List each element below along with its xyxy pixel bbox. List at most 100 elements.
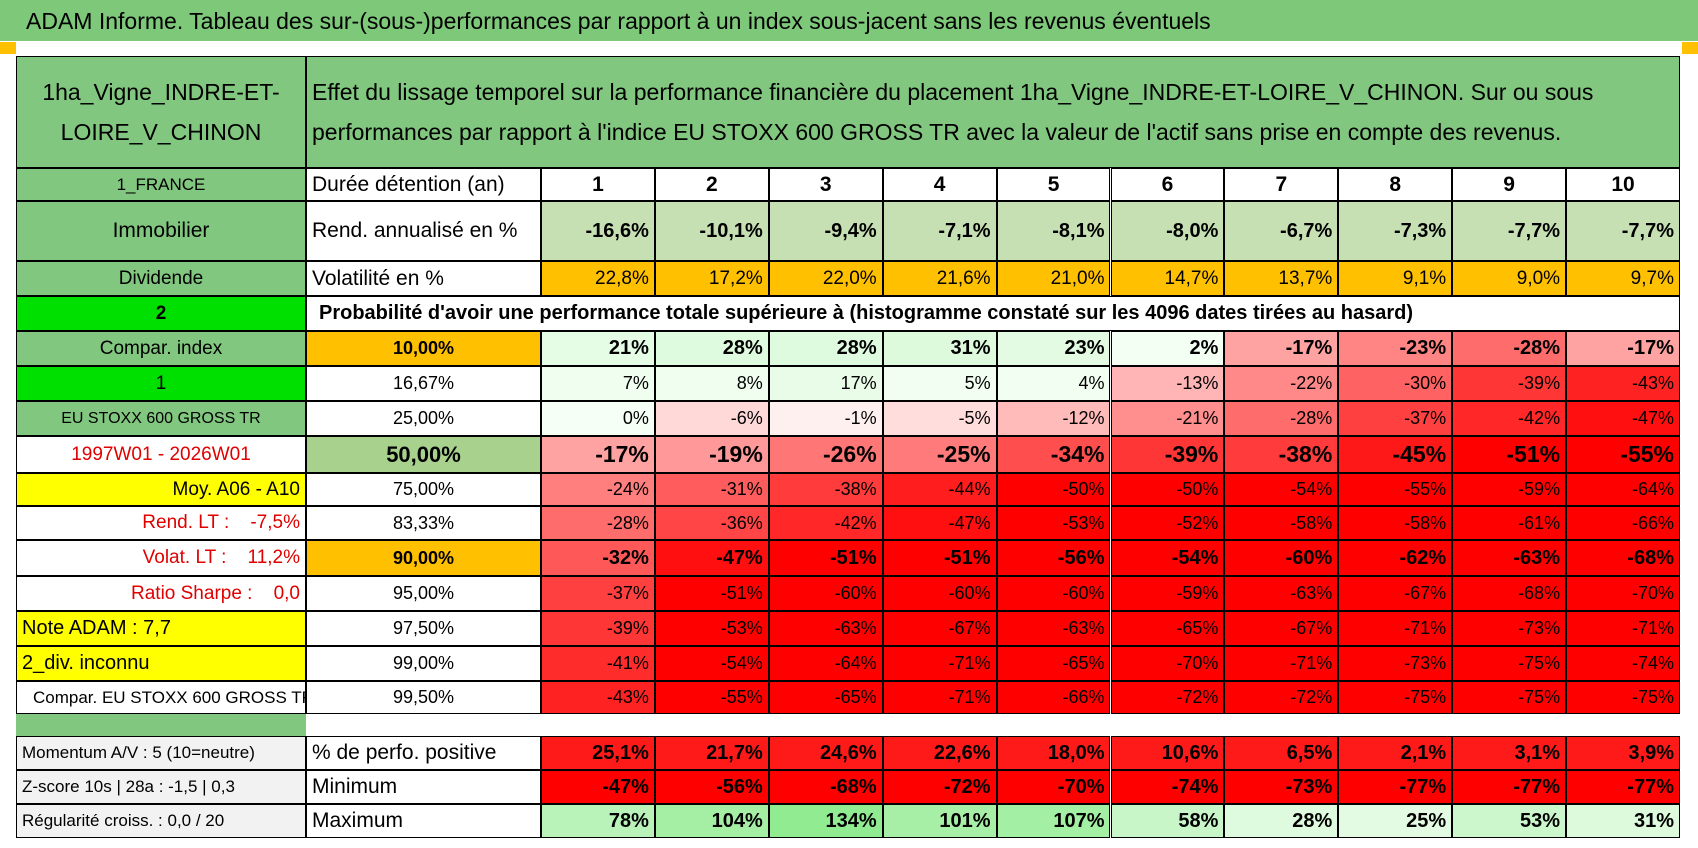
- value-cell: -30%: [1338, 366, 1453, 401]
- row-label: 16,67%: [306, 366, 541, 401]
- value-cell: -66%: [1566, 506, 1680, 540]
- row-left: Ratio Sharpe : 0,0: [16, 576, 306, 611]
- value-cell: -75%: [1452, 681, 1567, 714]
- value-cell: -55%: [1338, 473, 1453, 506]
- value-cell: 9,0%: [1452, 261, 1567, 296]
- value-cell: 21,6%: [882, 261, 997, 296]
- summary-cell: -73%: [1224, 770, 1339, 804]
- row-left: Compar. EU STOXX 600 GROSS TR: [16, 681, 306, 714]
- row-left: Immobilier: [16, 201, 306, 261]
- value-cell: 4: [882, 168, 997, 201]
- summary-cell: 10,6%: [1110, 736, 1225, 770]
- summary-cell: 31%: [1566, 804, 1680, 838]
- summary-cell: -72%: [882, 770, 997, 804]
- value-cell: -17%: [1224, 331, 1339, 366]
- row-label: Durée détention (an): [306, 168, 541, 201]
- summary-label: % de perfo. positive: [306, 736, 541, 770]
- value-cell: -64%: [768, 646, 883, 681]
- title: ADAM Informe. Tableau des sur-(sous-)per…: [26, 8, 1211, 34]
- value-cell: -7,7%: [1452, 201, 1567, 261]
- value-cell: -68%: [1452, 576, 1567, 611]
- value-cell: 17%: [768, 366, 883, 401]
- value-cell: 1: [541, 168, 655, 201]
- value-cell: -73%: [1338, 646, 1453, 681]
- summary-label: Minimum: [306, 770, 541, 804]
- value-cell: 31%: [882, 331, 997, 366]
- row-label: 25,00%: [306, 401, 541, 436]
- value-cell: -12%: [996, 401, 1111, 436]
- value-cell: -28%: [1224, 401, 1339, 436]
- value-cell: -21%: [1110, 401, 1225, 436]
- value-cell: -72%: [1110, 681, 1225, 714]
- value-cell: -70%: [1566, 576, 1680, 611]
- value-cell: -44%: [882, 473, 997, 506]
- value-cell: 23%: [996, 331, 1111, 366]
- value-cell: -7,3%: [1338, 201, 1453, 261]
- value-cell: -19%: [654, 436, 769, 473]
- row-label: 95,00%: [306, 576, 541, 611]
- value-cell: 0%: [541, 401, 655, 436]
- row-label: 83,33%: [306, 506, 541, 540]
- value-cell: -42%: [768, 506, 883, 540]
- value-cell: -1%: [768, 401, 883, 436]
- value-cell: 13,7%: [1224, 261, 1339, 296]
- row-left: Dividende: [16, 261, 306, 296]
- value-cell: -73%: [1452, 611, 1567, 646]
- summary-cell: -47%: [541, 770, 655, 804]
- row-label: Volatilité en %: [306, 261, 541, 296]
- value-cell: -63%: [768, 611, 883, 646]
- summary-cell: 2,1%: [1338, 736, 1453, 770]
- value-cell: -60%: [1224, 540, 1339, 576]
- value-cell: 5%: [882, 366, 997, 401]
- summary-cell: 78%: [541, 804, 655, 838]
- value-cell: -71%: [882, 681, 997, 714]
- value-cell: -42%: [1452, 401, 1567, 436]
- value-cell: -17%: [1566, 331, 1680, 366]
- value-cell: -7,1%: [882, 201, 997, 261]
- value-cell: 22,0%: [768, 261, 883, 296]
- value-cell: -56%: [996, 540, 1111, 576]
- row-label: 97,50%: [306, 611, 541, 646]
- summary-cell: 104%: [654, 804, 769, 838]
- summary-left: Z-score 10s | 28a : -1,5 | 0,3: [16, 770, 306, 804]
- row-left: Volat. LT : 11,2%: [16, 540, 306, 576]
- note: Probabilité d'avoir une performance tota…: [306, 296, 1680, 331]
- value-cell: -51%: [654, 576, 769, 611]
- value-cell: -51%: [768, 540, 883, 576]
- value-cell: -47%: [1566, 401, 1680, 436]
- value-cell: 7: [1224, 168, 1339, 201]
- value-cell: -28%: [541, 506, 655, 540]
- row-left: Rend. LT : -7,5%: [16, 506, 306, 540]
- value-cell: -61%: [1452, 506, 1567, 540]
- summary-cell: 107%: [996, 804, 1111, 838]
- value-cell: -38%: [1224, 436, 1339, 473]
- value-cell: 8%: [654, 366, 769, 401]
- row-label: 50,00%: [306, 436, 541, 473]
- value-cell: -39%: [541, 611, 655, 646]
- value-cell: -41%: [541, 646, 655, 681]
- value-cell: -58%: [1224, 506, 1339, 540]
- value-cell: -62%: [1338, 540, 1453, 576]
- value-cell: -60%: [996, 576, 1111, 611]
- value-cell: -75%: [1566, 681, 1680, 714]
- value-cell: -37%: [541, 576, 655, 611]
- value-cell: 6: [1110, 168, 1225, 201]
- summary-cell: 25%: [1338, 804, 1453, 838]
- value-cell: 22,8%: [541, 261, 655, 296]
- value-cell: -7,7%: [1566, 201, 1680, 261]
- value-cell: -39%: [1452, 366, 1567, 401]
- spacer: [16, 714, 306, 736]
- value-cell: 9,7%: [1566, 261, 1680, 296]
- value-cell: -55%: [654, 681, 769, 714]
- value-cell: -75%: [1338, 681, 1453, 714]
- value-cell: -32%: [541, 540, 655, 576]
- value-cell: 5: [996, 168, 1111, 201]
- value-cell: -38%: [768, 473, 883, 506]
- value-cell: 2%: [1110, 331, 1225, 366]
- value-cell: -54%: [1110, 540, 1225, 576]
- value-cell: 9,1%: [1338, 261, 1453, 296]
- value-cell: 2: [654, 168, 769, 201]
- summary-cell: -77%: [1566, 770, 1680, 804]
- summary-left: Momentum A/V : 5 (10=neutre): [16, 736, 306, 770]
